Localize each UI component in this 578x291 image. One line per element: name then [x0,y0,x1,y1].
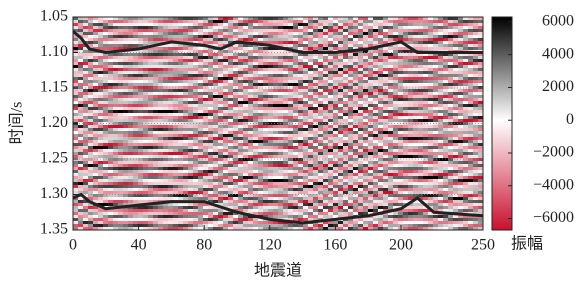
x-tick-label: 80 [196,237,212,254]
colorbar-tick-label: −6000 [533,209,574,226]
y-tick-label: 1.35 [40,221,68,238]
x-tick-label: 160 [323,237,347,254]
chart: 时间/s 地震道 振幅 1.05 1.10 1.15 1.20 1.25 1.30 1.35… [0,0,578,286]
x-tick-label: 200 [389,237,413,254]
y-tick-label: 1.20 [40,114,68,131]
colorbar-tick-label: −4000 [533,176,574,193]
colorbar-label: 振幅 [511,235,543,253]
y-tick-label: 1.05 [40,8,68,25]
colorbar-tick-label: 6000 [542,13,574,30]
x-tick-label: 250 [471,237,495,254]
colorbar [492,17,512,230]
y-axis-label: 时间/s [8,102,26,145]
colorbar-tick-label: 0 [566,111,574,128]
y-tick-label: 1.25 [40,150,68,167]
y-tick-label: 1.30 [40,185,68,202]
y-tick-label: 1.15 [40,79,68,96]
colorbar-tick-label: −2000 [533,144,574,161]
y-tick-label: 1.10 [40,43,68,60]
x-tick-label: 40 [131,237,147,254]
colorbar-tick-label: 4000 [542,45,574,62]
colorbar-tick-label: 2000 [542,78,574,95]
x-tick-label: 120 [258,237,282,254]
x-tick-label: 0 [69,237,77,254]
x-axis-label: 地震道 [254,262,302,280]
